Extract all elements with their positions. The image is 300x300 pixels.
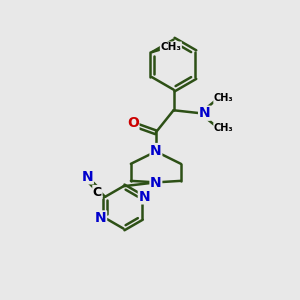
Text: C: C [93,185,102,199]
Text: N: N [138,190,150,204]
Text: CH₃: CH₃ [214,123,233,133]
Text: CH₃: CH₃ [160,42,182,52]
Text: O: O [127,116,139,130]
Text: N: N [82,170,93,184]
Text: CH₃: CH₃ [214,94,233,103]
Text: N: N [150,176,162,190]
Text: N: N [150,144,162,158]
Text: N: N [95,211,106,225]
Text: N: N [199,106,210,120]
